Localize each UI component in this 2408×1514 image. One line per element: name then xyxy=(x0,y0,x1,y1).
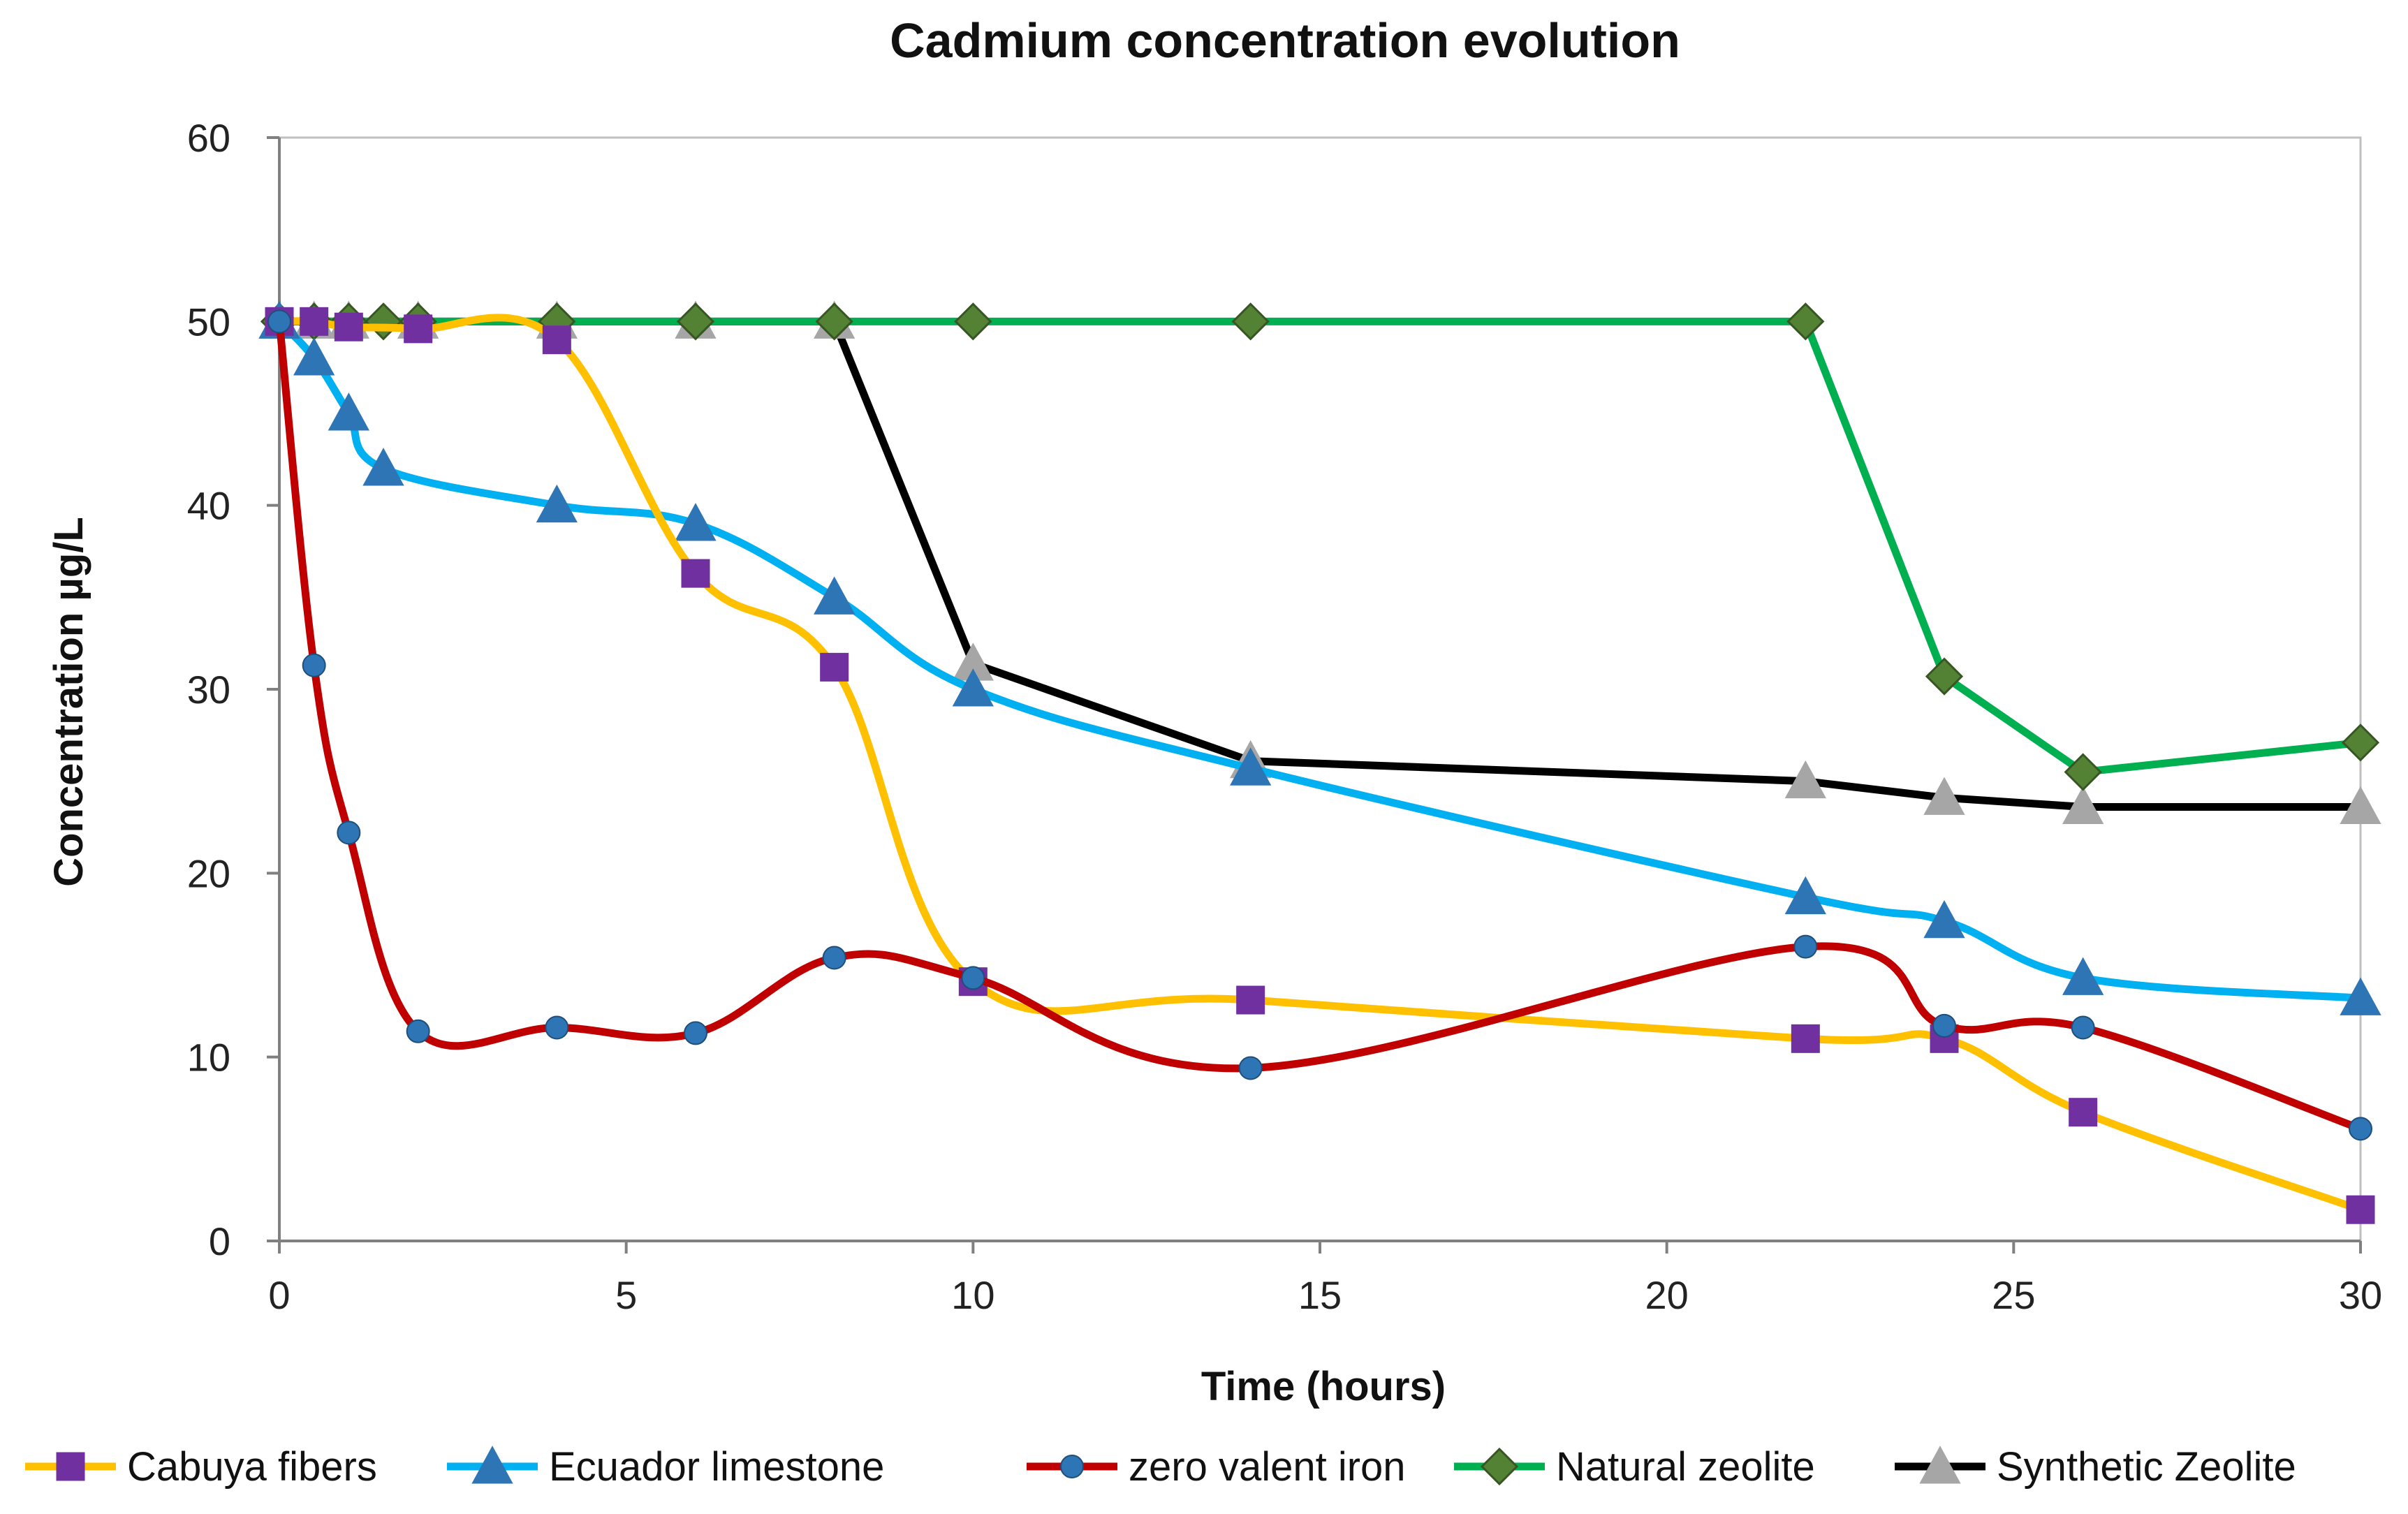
data-point-synthetic-zeolite xyxy=(1784,760,1826,799)
y-tick-label: 0 xyxy=(209,1219,230,1263)
data-point-cabuya-fibers xyxy=(542,325,571,355)
data-point-zero-valent-iron xyxy=(406,1019,430,1043)
data-point-cabuya-fibers xyxy=(2069,1098,2098,1127)
data-point-cabuya-fibers xyxy=(820,652,849,682)
series-layer xyxy=(258,300,2381,1224)
legend-label: Synthetic Zeolite xyxy=(1997,1444,2296,1490)
series-natural-zeolite xyxy=(260,302,2380,791)
legend-item-zero-valent-iron: zero valent iron xyxy=(1027,1444,1406,1490)
data-point-zero-valent-iron xyxy=(337,821,361,845)
data-point-cabuya-fibers xyxy=(1236,985,1265,1015)
y-tick-label: 10 xyxy=(187,1036,230,1080)
data-point-zero-valent-iron xyxy=(1793,934,1818,959)
data-point-cabuya-fibers xyxy=(334,312,363,341)
data-point-synthetic-zeolite xyxy=(2062,786,2104,825)
data-point-natural-zeolite xyxy=(1231,302,1270,341)
series-ecuador-limestone xyxy=(258,300,2381,1015)
legend-label: Ecuador limestone xyxy=(549,1444,884,1490)
data-point-zero-valent-iron xyxy=(961,966,985,990)
data-point-ecuador-limestone xyxy=(328,392,369,431)
y-axis-label: Concentration µg/L xyxy=(46,517,91,887)
x-tick-label: 30 xyxy=(2339,1273,2382,1317)
legend-item-natural-zeolite: Natural zeolite xyxy=(1454,1444,1815,1490)
data-point-cabuya-fibers xyxy=(2346,1195,2375,1224)
data-point-zero-valent-iron xyxy=(302,653,326,677)
data-point-cabuya-fibers xyxy=(681,559,710,588)
data-point-synthetic-zeolite xyxy=(1923,777,1965,815)
data-point-zero-valent-iron xyxy=(2349,1117,2372,1141)
data-point-natural-zeolite xyxy=(1925,657,1964,696)
data-point-natural-zeolite xyxy=(2064,753,2102,791)
data-point-ecuador-limestone xyxy=(2062,957,2104,995)
data-point-zero-valent-iron xyxy=(1238,1056,1263,1080)
data-point-natural-zeolite xyxy=(676,302,715,341)
chart-title: Cadmium concentration evolution xyxy=(890,13,1680,68)
data-point-zero-valent-iron xyxy=(267,309,291,334)
data-point-zero-valent-iron xyxy=(1932,1013,1956,1038)
legend-marker xyxy=(56,1452,85,1481)
data-point-ecuador-limestone xyxy=(293,337,335,376)
x-tick-label: 0 xyxy=(268,1273,290,1317)
y-tick-label: 50 xyxy=(187,300,230,344)
data-point-natural-zeolite xyxy=(954,302,992,341)
legend-item-ecuador-limestone: Ecuador limestone xyxy=(447,1444,884,1490)
plot-area-border xyxy=(278,136,2362,1242)
axes: 0 10 20 30 40 50 60 0 5 10 15 20 25 30 xyxy=(187,116,2382,1317)
data-point-natural-zeolite xyxy=(815,302,853,341)
series-line-ecuador-limestone xyxy=(275,317,2365,1002)
data-point-ecuador-limestone xyxy=(675,503,717,541)
series-line-synthetic-zeolite xyxy=(275,317,2365,811)
y-tick-label: 30 xyxy=(187,668,230,712)
legend: Cabuya fibers Ecuador limestone zero valen… xyxy=(25,1444,2296,1490)
data-point-natural-zeolite xyxy=(364,302,403,341)
legend-label: Cabuya fibers xyxy=(127,1444,377,1490)
data-point-synthetic-zeolite xyxy=(2340,786,2381,825)
data-point-cabuya-fibers xyxy=(1791,1024,1820,1053)
y-tick-label: 60 xyxy=(187,116,230,160)
legend-marker xyxy=(471,1446,513,1484)
data-point-ecuador-limestone xyxy=(1923,899,1965,939)
x-tick-label: 10 xyxy=(951,1273,994,1317)
data-point-ecuador-limestone xyxy=(536,484,578,523)
series-synthetic-zeolite xyxy=(258,300,2381,825)
data-point-zero-valent-iron xyxy=(684,1021,707,1045)
data-point-ecuador-limestone xyxy=(1230,747,1272,786)
legend-label: zero valent iron xyxy=(1129,1444,1406,1490)
data-point-zero-valent-iron xyxy=(2071,1015,2095,1040)
legend-label: Natural zeolite xyxy=(1556,1444,1815,1490)
x-tick-label: 25 xyxy=(1992,1273,2035,1317)
data-point-ecuador-limestone xyxy=(2340,977,2381,1015)
data-point-ecuador-limestone xyxy=(362,448,404,486)
y-tick-label: 40 xyxy=(187,484,230,528)
x-tick-label: 5 xyxy=(615,1273,637,1317)
legend-marker xyxy=(1480,1447,1519,1486)
legend-item-cabuya-fibers: Cabuya fibers xyxy=(25,1444,377,1490)
data-point-ecuador-limestone xyxy=(814,576,856,615)
data-point-ecuador-limestone xyxy=(952,668,994,707)
data-point-cabuya-fibers xyxy=(404,314,433,344)
data-point-zero-valent-iron xyxy=(545,1015,569,1040)
legend-marker xyxy=(1060,1455,1084,1478)
data-point-zero-valent-iron xyxy=(822,946,846,970)
legend-item-synthetic-zeolite: Synthetic Zeolite xyxy=(1895,1444,2296,1490)
data-point-ecuador-limestone xyxy=(1784,876,1826,915)
y-tick-label: 20 xyxy=(187,851,230,895)
x-tick-label: 15 xyxy=(1298,1273,1342,1317)
series-zero-valent-iron xyxy=(267,309,2372,1141)
legend-marker xyxy=(1919,1446,1961,1484)
data-point-natural-zeolite xyxy=(2341,723,2380,762)
data-point-natural-zeolite xyxy=(1786,302,1825,341)
x-axis-label: Time (hours) xyxy=(1201,1364,1446,1409)
x-tick-label: 20 xyxy=(1645,1273,1689,1317)
data-point-cabuya-fibers xyxy=(300,307,329,336)
